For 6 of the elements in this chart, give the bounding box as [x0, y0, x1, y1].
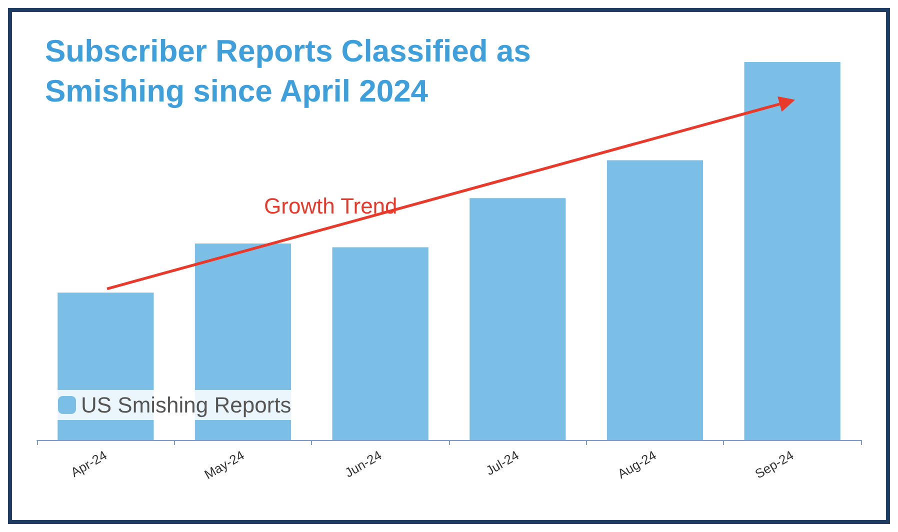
bar [332, 247, 428, 440]
bar [470, 198, 566, 440]
bar [606, 160, 704, 440]
legend-label: US Smishing Reports [81, 392, 292, 418]
chart-title: Subscriber Reports Classified as Smishing since April 2024 [45, 34, 540, 108]
bar [744, 62, 840, 440]
